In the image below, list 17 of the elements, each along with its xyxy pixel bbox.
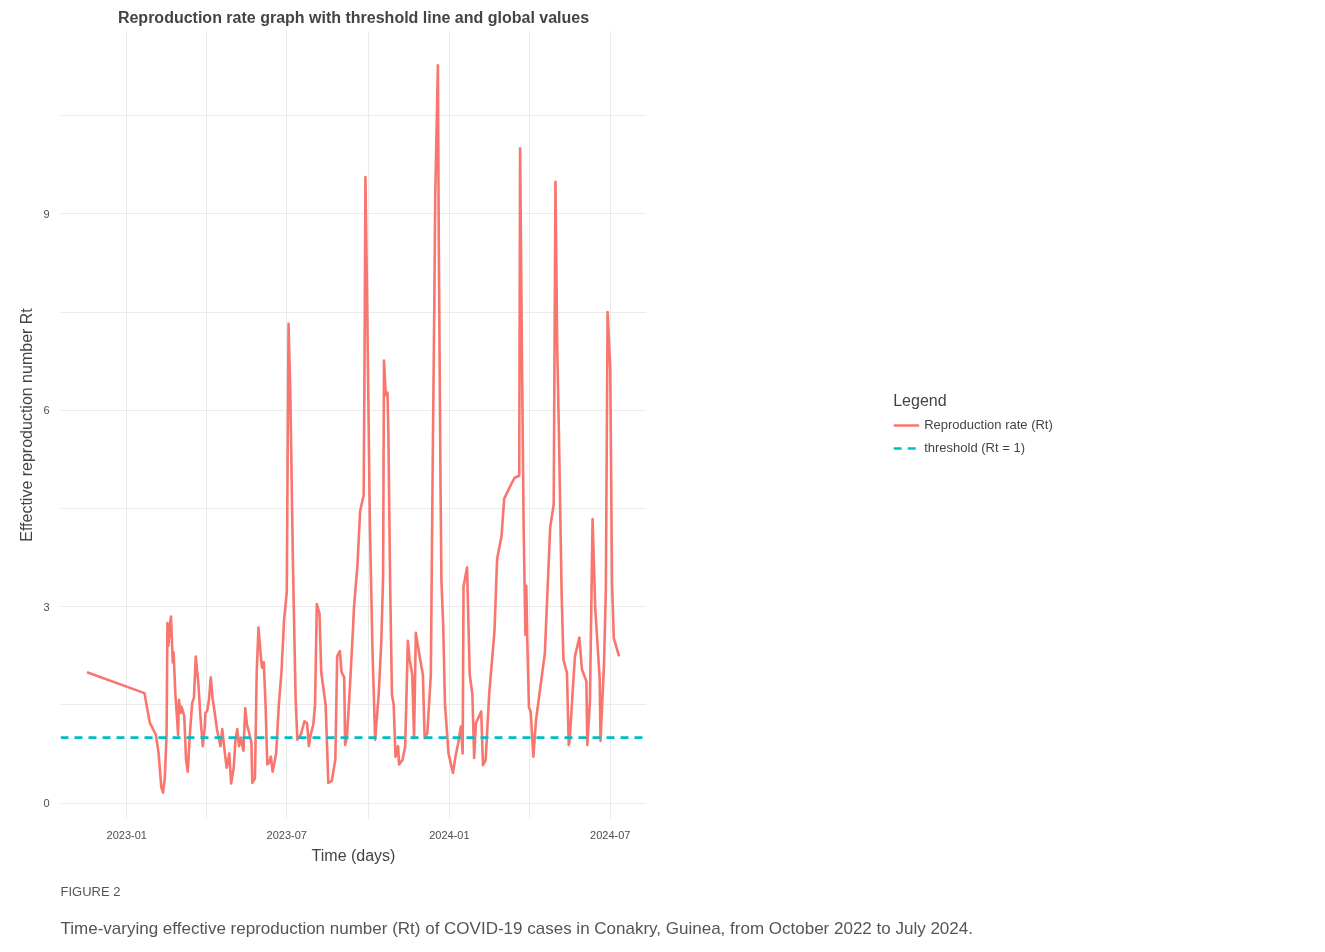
text: Time-varying effective reproduction number (Rt) of COVID-19 cases in Conakry, Guinea, from October 2022 to July 2024. [60,918,973,938]
y-axis-title: Effective reproduction number Rt [18,307,36,542]
x-tick-label: 2024-07 [590,828,631,841]
line-series [85,63,621,794]
legend-title: Legend [893,391,948,410]
legend-label: Reproduction rate (Rt) [924,417,1053,432]
legend-label: threshold (Rt = 1) [924,440,1025,455]
x-axis-title: Time (days) [311,846,396,864]
y-tick-label: 9 [43,207,50,220]
x-tick-label: 2023-07 [266,828,307,841]
x-tick-label: 2023-01 [106,828,147,841]
x-tick-label: 2024-01 [429,828,470,841]
y-tick-label: 3 [43,600,50,613]
y-tick-label: 6 [43,404,50,417]
caption: FIGURE 2 [60,883,121,899]
chart-title: Reproduction rate graph with threshold line and global values [117,8,590,26]
y-tick-label: 0 [43,797,50,810]
